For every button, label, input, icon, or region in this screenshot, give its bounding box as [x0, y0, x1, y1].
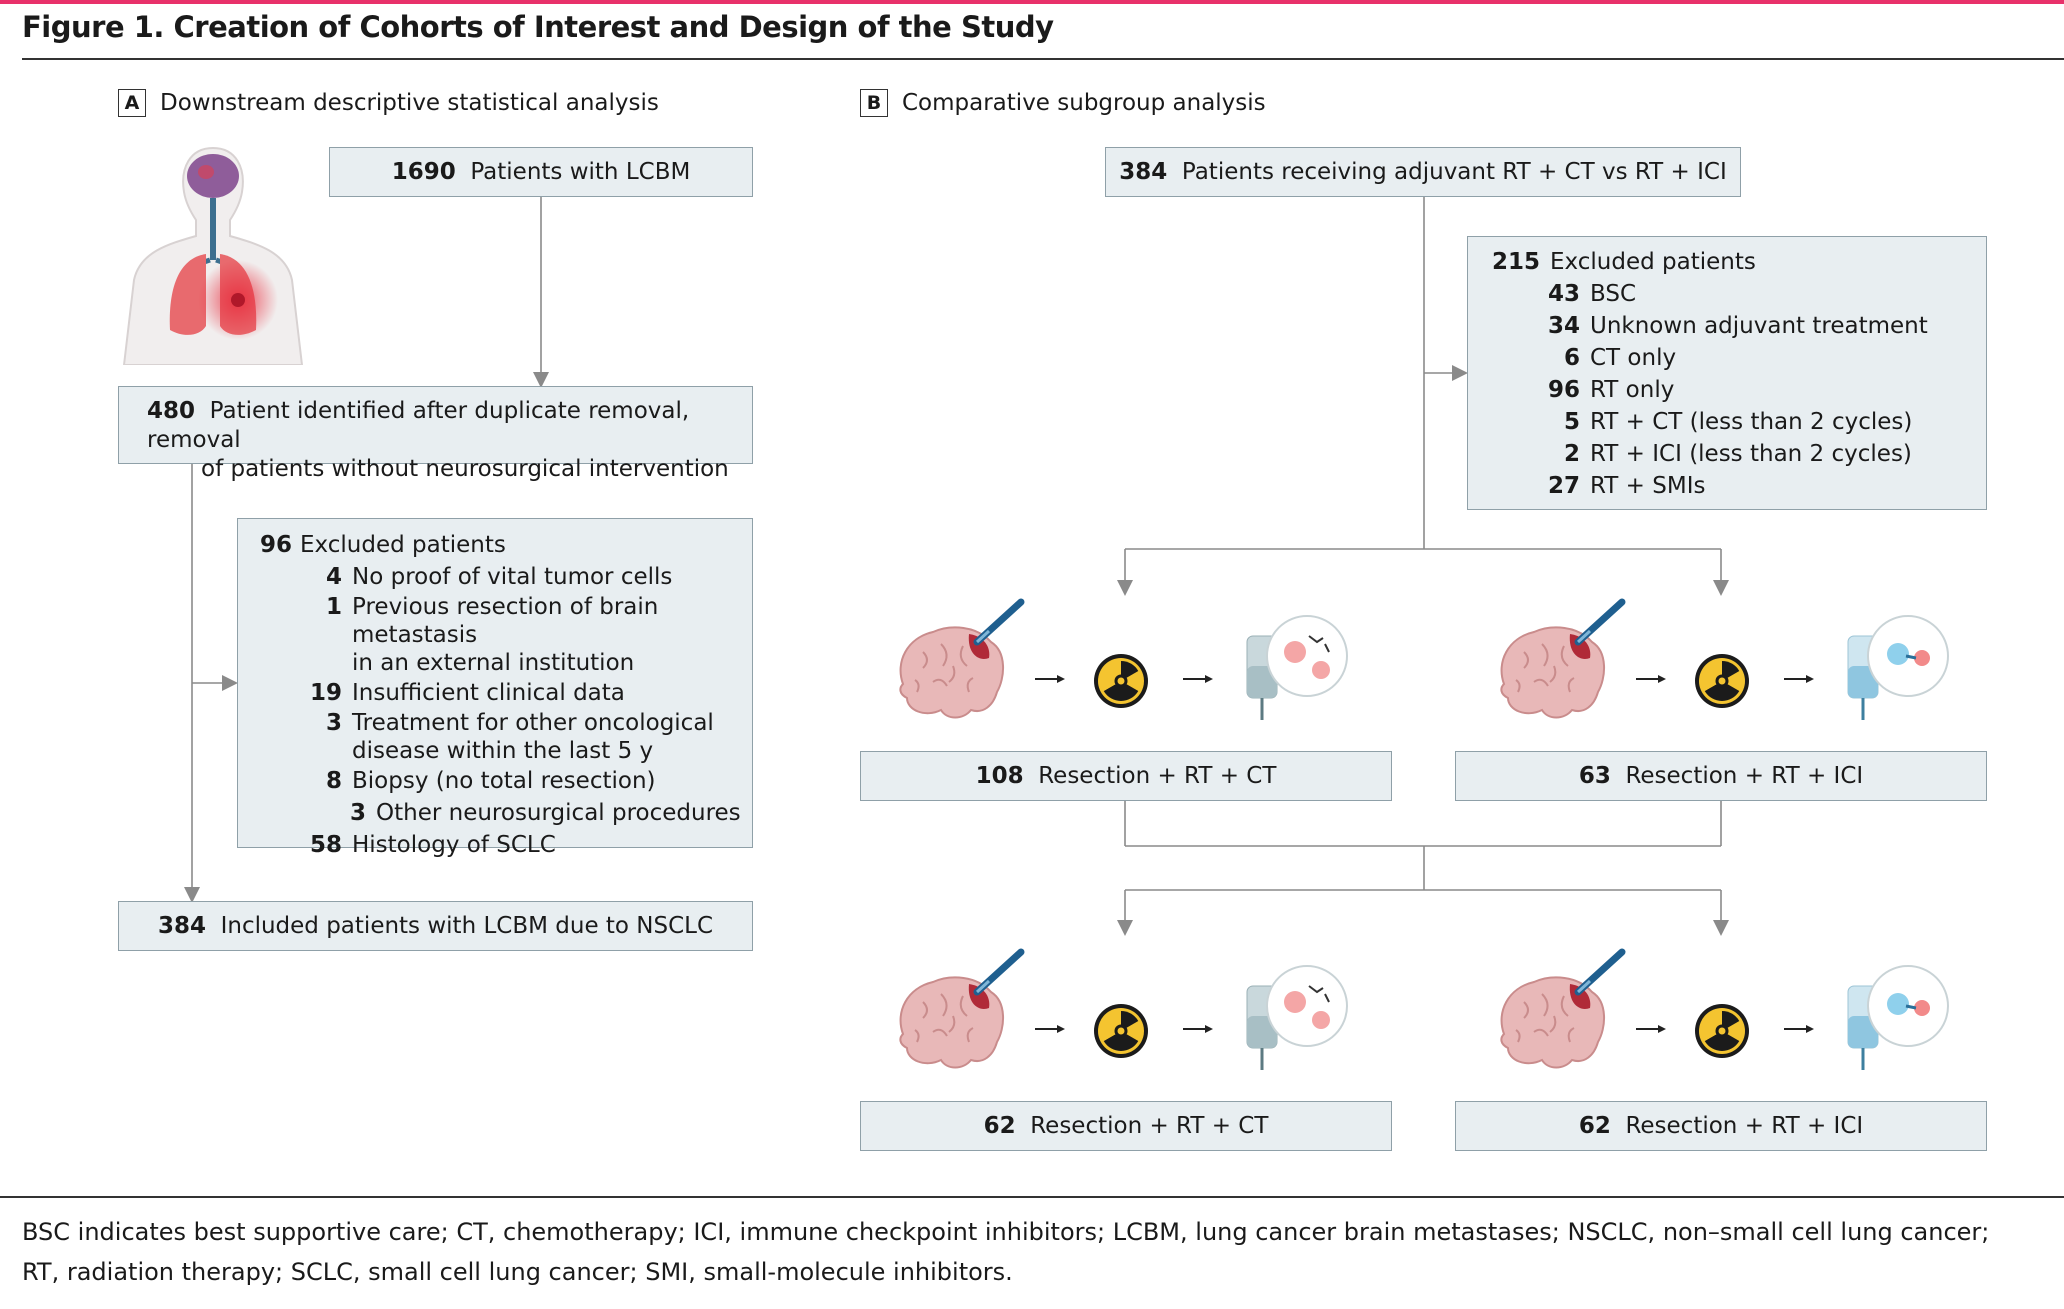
box-62-ct-count: 62	[983, 1113, 1016, 1139]
treatment-illustration-ct-matched	[893, 936, 1348, 1086]
excluded-a-item-num: 19	[309, 680, 342, 706]
accent-bar	[0, 0, 2064, 4]
arrow-right-icon	[1635, 1024, 1667, 1034]
excluded-a-item-text: Previous resection of brain metastasis	[352, 594, 659, 648]
excluded-b-item-num: 6	[1563, 345, 1580, 371]
panel-b-letter: B	[860, 89, 888, 117]
box-62-ici-count: 62	[1578, 1113, 1611, 1139]
arrow-right-icon	[1034, 674, 1066, 684]
excluded-a-item-text: Biopsy (no total resection)	[352, 768, 656, 794]
box-108-ct: 108 Resection + RT + CT	[860, 751, 1392, 801]
excluded-b-count: 215	[1491, 249, 1540, 275]
box-62-ici: 62 Resection + RT + ICI	[1455, 1101, 1987, 1151]
arrow-right-icon	[1635, 674, 1667, 684]
box-384-text: Included patients with LCBM due to NSCLC	[220, 913, 714, 939]
panel-a-letter: A	[118, 89, 146, 117]
excluded-a-item-num: 1	[325, 594, 342, 620]
radiation-icon	[1693, 1002, 1751, 1060]
box-108-text: Resection + RT + CT	[1038, 763, 1277, 789]
arrow-right-icon	[1783, 1024, 1815, 1034]
excluded-a-item-num: 4	[325, 564, 342, 590]
arrow-right-icon	[1182, 674, 1214, 684]
excluded-b-item-text: RT + SMIs	[1590, 473, 1706, 499]
box-62-ct-text: Resection + RT + CT	[1030, 1113, 1269, 1139]
excluded-b-item-text: RT + CT (less than 2 cycles)	[1590, 409, 1913, 435]
box-b-top-text: Patients receiving adjuvant RT + CT vs R…	[1181, 159, 1727, 185]
box-63-text: Resection + RT + ICI	[1625, 763, 1864, 789]
box-62-ct: 62 Resection + RT + CT	[860, 1101, 1392, 1151]
excluded-b-item-num: 96	[1547, 377, 1580, 403]
excluded-a-item-text: Treatment for other oncological	[352, 710, 714, 736]
box-480-line2: of patients without neurosurgical interv…	[201, 456, 729, 482]
treatment-illustration-ici-matched	[1494, 936, 1949, 1086]
box-480-line1: Patient identified after duplicate remov…	[147, 398, 690, 453]
box-63-count: 63	[1578, 763, 1611, 789]
title-divider	[22, 58, 2064, 60]
treatment-illustration-ici	[1494, 586, 1949, 736]
excluded-a-item-text-cont: in an external institution	[352, 650, 635, 676]
arrow-right-icon	[1182, 1024, 1214, 1034]
box-480-count: 480	[147, 398, 196, 424]
excluded-a-count: 96	[260, 532, 293, 558]
brain-icon	[1501, 952, 1622, 1068]
box-108-count: 108	[975, 763, 1024, 789]
brain-icon	[1501, 602, 1622, 718]
footnote: BSC indicates best supportive care; CT, …	[22, 1218, 1990, 1286]
box-63-ici: 63 Resection + RT + ICI	[1455, 751, 1987, 801]
figure-title: Figure 1. Creation of Cohorts of Interes…	[22, 10, 1054, 44]
iv-bag-icon	[1246, 615, 1348, 720]
excluded-b-item-text: BSC	[1590, 281, 1637, 307]
excluded-a-title: Excluded patients	[300, 532, 506, 558]
box-384-count: 384	[157, 913, 206, 939]
excluded-a-item-text: Insufficient clinical data	[352, 680, 625, 706]
excluded-b-item-num: 2	[1563, 441, 1580, 467]
excluded-a-item-num: 3	[325, 710, 342, 736]
radiation-icon	[1092, 652, 1150, 710]
excluded-b-item-num: 43	[1547, 281, 1580, 307]
arrow-right-icon	[1034, 1024, 1066, 1034]
excluded-b-item-num: 34	[1547, 313, 1580, 339]
box-384-included: 384 Included patients with LCBM due to N…	[118, 901, 753, 951]
box-384-adjuvant: 384 Patients receiving adjuvant RT + CT …	[1105, 147, 1741, 197]
box-215-excluded: 215 Excluded patients 43 BSC 34 Unknown adj…	[1467, 236, 1987, 510]
excluded-a-item-text: No proof of vital tumor cells	[352, 564, 673, 590]
arrow-right-icon	[1783, 674, 1815, 684]
human-torso-icon	[122, 146, 304, 365]
iv-bag-icon	[1246, 965, 1348, 1070]
excluded-a-item-text-cont: disease within the last 5 y	[352, 738, 654, 764]
excluded-a-item-text: Histology of SCLC	[352, 832, 556, 858]
iv-bag-icon	[1847, 615, 1949, 720]
box-b-top-count: 384	[1119, 159, 1168, 185]
box-1690-count: 1690	[391, 159, 456, 185]
box-96-excluded: 96 Excluded patients 4 No proof of vital t…	[237, 518, 753, 858]
excluded-a-item-num: 58	[309, 832, 342, 858]
treatment-illustration-ct	[893, 586, 1348, 736]
brain-icon	[900, 952, 1021, 1068]
radiation-icon	[1693, 652, 1751, 710]
panel-b-title: Comparative subgroup analysis	[902, 90, 1266, 116]
excluded-b-item-num: 5	[1563, 409, 1580, 435]
box-62-ici-text: Resection + RT + ICI	[1625, 1113, 1864, 1139]
excluded-b-item-text: RT only	[1590, 377, 1675, 403]
footnote-divider	[0, 1196, 2064, 1198]
iv-bag-icon	[1847, 965, 1949, 1070]
excluded-a-item-num: 3	[349, 800, 366, 826]
excluded-b-title: Excluded patients	[1550, 249, 1756, 275]
box-1690-patients: 1690 Patients with LCBM	[329, 147, 753, 197]
excluded-b-item-text: RT + ICI (less than 2 cycles)	[1590, 441, 1912, 467]
excluded-b-item-num: 27	[1547, 473, 1580, 499]
box-480-patients: 480 Patient identified after duplicate r…	[118, 386, 753, 482]
box-1690-text: Patients with LCBM	[470, 159, 691, 185]
excluded-b-item-text: Unknown adjuvant treatment	[1590, 313, 1928, 339]
excluded-a-item-num: 8	[325, 768, 342, 794]
panel-a-label: A Downstream descriptive statistical ana…	[118, 89, 659, 117]
excluded-a-item-text: Other neurosurgical procedures	[376, 800, 741, 826]
radiation-icon	[1092, 1002, 1150, 1060]
panel-b-label: B Comparative subgroup analysis	[860, 89, 1266, 117]
panel-a-title: Downstream descriptive statistical analy…	[160, 90, 659, 116]
excluded-b-item-text: CT only	[1590, 345, 1677, 371]
brain-icon	[900, 602, 1021, 718]
